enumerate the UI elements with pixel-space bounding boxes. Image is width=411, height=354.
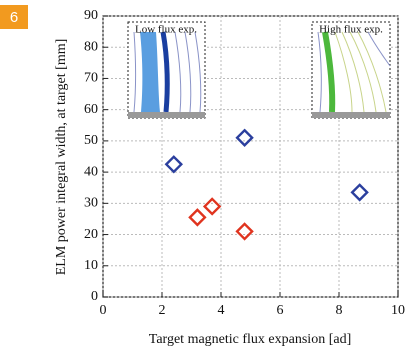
- badge: 6: [10, 9, 18, 26]
- x-tick-label: 10: [391, 303, 405, 318]
- y-tick-label: 10: [84, 258, 98, 273]
- inset-low: [127, 21, 206, 119]
- x-tick-label: 0: [100, 303, 107, 318]
- y-tick-label: 60: [84, 102, 98, 117]
- y-tick-label: 50: [84, 133, 98, 148]
- x-axis-label: Target magnetic flux expansion [ad]: [149, 332, 351, 347]
- x-tick-label: 2: [159, 303, 166, 318]
- annotation: Low flux exp.: [135, 24, 197, 36]
- y-tick-label: 0: [91, 289, 98, 304]
- point: [202, 197, 222, 216]
- point: [188, 208, 207, 227]
- x-tick-label: 8: [336, 303, 343, 318]
- y-tick-label: 80: [84, 39, 98, 54]
- y-axis-label: ELM power integral width, at target [mm]: [54, 39, 69, 276]
- point: [164, 155, 183, 174]
- y-tick-label: 40: [84, 164, 98, 179]
- y-tick-label: 90: [84, 8, 98, 23]
- point: [235, 128, 254, 147]
- x-tick-label: 4: [218, 303, 225, 318]
- y-tick-label: 30: [84, 196, 98, 211]
- point: [350, 183, 369, 202]
- y-tick-label: 20: [84, 227, 98, 242]
- inset-high: [311, 21, 391, 119]
- annotation: High flux exp.: [319, 24, 383, 36]
- point: [235, 222, 254, 241]
- x-tick-label: 6: [277, 303, 284, 318]
- y-tick-label: 70: [84, 71, 98, 86]
- badge-box: [0, 5, 28, 29]
